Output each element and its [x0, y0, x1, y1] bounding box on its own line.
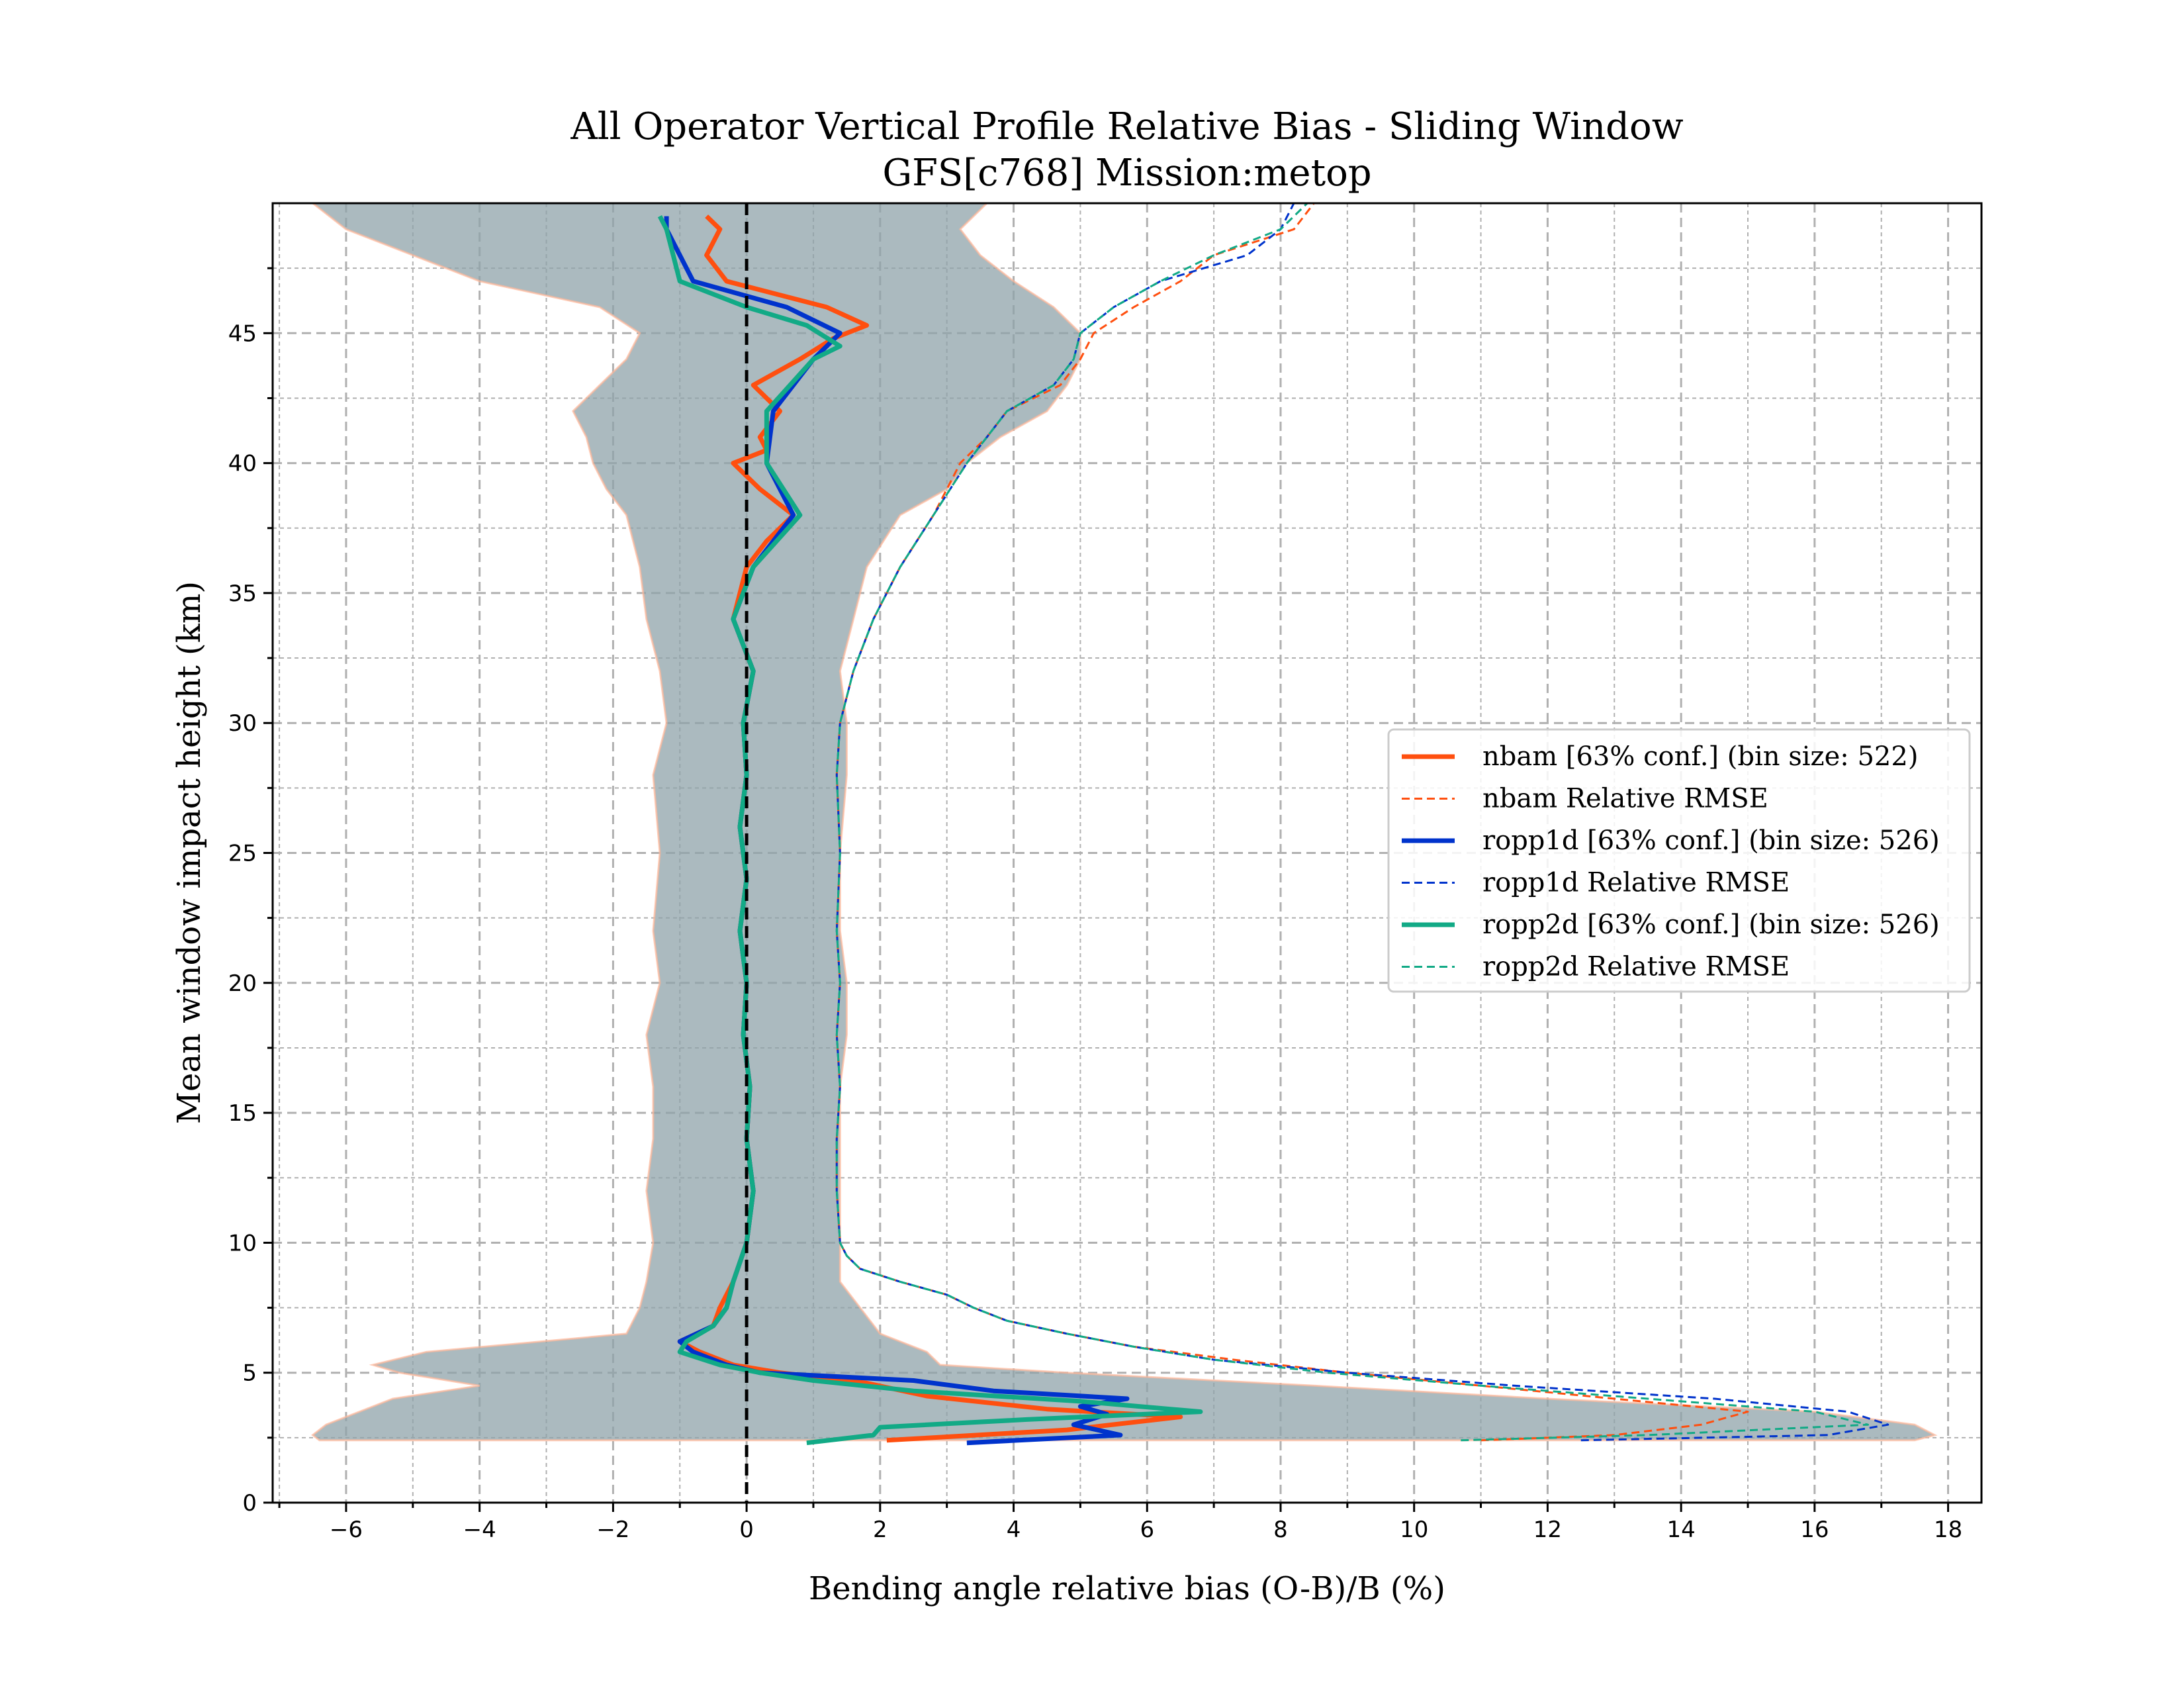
y-tick-label: 15: [228, 1100, 257, 1127]
x-tick-label: 12: [1533, 1517, 1562, 1543]
legend-entry-label: ropp2d [63% conf.] (bin size: 526): [1482, 910, 1940, 940]
ropp2d-bias-line: [657, 215, 1203, 1446]
legend-entry-label: ropp1d Relative RMSE: [1482, 868, 1790, 898]
legend-entry-label: nbam [63% conf.] (bin size: 522): [1482, 741, 1918, 772]
y-tick-label: 20: [228, 970, 257, 997]
x-tick-label: 0: [739, 1517, 754, 1543]
spread-band-layer: [311, 203, 1938, 1442]
x-axis-ticks: −6 −4 −2 0 2 4 6 8 10 12 14 16 18: [278, 1503, 1962, 1543]
ropp2d-rmse-line: [835, 203, 1869, 1442]
legend-frame: [1387, 728, 1971, 993]
legend-entry-label: nbam Relative RMSE: [1482, 784, 1768, 814]
x-tick-label: −2: [596, 1517, 629, 1543]
y-tick-label: 35: [228, 581, 257, 607]
x-tick-label: 10: [1400, 1517, 1428, 1543]
series-layer: [657, 203, 1889, 1446]
x-tick-label: 2: [873, 1517, 887, 1543]
y-axis-ticks: 0 5 10 15 20 25 30 35 40 45: [228, 267, 273, 1517]
y-tick-label: 10: [228, 1230, 257, 1256]
confidence-band: [311, 203, 1938, 1442]
y-tick-label: 5: [242, 1360, 257, 1387]
x-tick-label: 4: [1007, 1517, 1021, 1543]
x-tick-label: 16: [1800, 1517, 1829, 1543]
y-tick-label: 25: [228, 841, 257, 867]
y-tick-label: 0: [242, 1490, 257, 1517]
chart-title: All Operator Vertical Profile Relative B…: [570, 105, 1683, 148]
x-tick-label: −4: [463, 1517, 496, 1543]
y-tick-label: 30: [228, 710, 257, 737]
chart-subtitle: GFS[c768] Mission:metop: [882, 152, 1371, 195]
y-axis-label: Mean window impact height (km): [171, 581, 208, 1124]
x-tick-label: 6: [1140, 1517, 1154, 1543]
x-tick-label: −6: [330, 1517, 363, 1543]
y-tick-label: 40: [228, 451, 257, 477]
x-tick-label: 18: [1934, 1517, 1962, 1543]
legend-entry-label: ropp2d Relative RMSE: [1482, 952, 1790, 982]
legend-entry-label: ropp1d [63% conf.] (bin size: 526): [1482, 825, 1940, 856]
x-axis-label: Bending angle relative bias (O-B)/B (%): [809, 1570, 1445, 1607]
legend: nbam [63% conf.] (bin size: 522) nbam Rel…: [1387, 728, 1971, 993]
x-tick-label: 14: [1667, 1517, 1696, 1543]
y-tick-label: 45: [228, 320, 257, 347]
x-tick-label: 8: [1273, 1517, 1288, 1543]
